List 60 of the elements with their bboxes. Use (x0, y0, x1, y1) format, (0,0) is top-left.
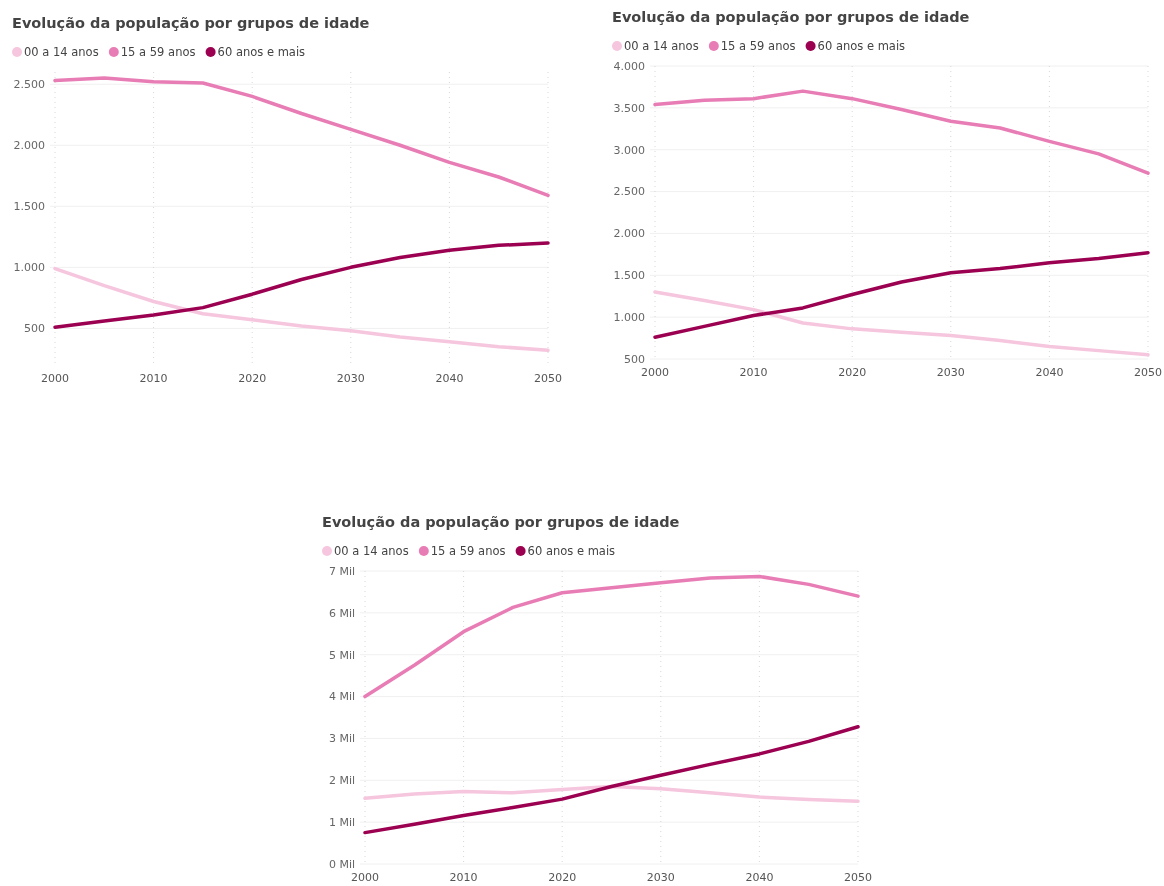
legend-label: 60 anos e mais (527, 544, 616, 558)
x-tick-label: 2000 (41, 372, 69, 385)
y-tick-label: 2 Mil (328, 774, 355, 788)
y-tick-label: 3 Mil (328, 732, 355, 746)
x-tick-label: 2020 (548, 871, 577, 884)
legend-label: 15 a 59 anos (430, 544, 506, 558)
y-tick-label: 1.000 (13, 261, 45, 275)
y-tick-label: 2.500 (13, 78, 45, 92)
line-series (363, 784, 860, 803)
y-tick-label: 2.000 (13, 139, 45, 153)
line-series (53, 241, 550, 329)
y-tick-label: 6 Mil (328, 606, 355, 620)
legend-label: 15 a 59 anos (120, 45, 196, 59)
legend-label: 00 a 14 anos (24, 45, 99, 59)
x-tick-label: 2020 (238, 372, 267, 385)
y-tick-label: 500 (24, 322, 45, 336)
chart-title: Evolução da população por grupos de idade (12, 15, 370, 31)
x-tick-label: 2010 (739, 366, 768, 379)
line-series (363, 574, 860, 699)
y-tick-label: 1 Mil (328, 815, 355, 829)
legend-label: 15 a 59 anos (720, 39, 796, 53)
line-series (653, 250, 1150, 339)
line-series (53, 266, 550, 353)
line-series (653, 89, 1150, 175)
y-tick-label: 3.500 (613, 101, 645, 115)
legend-label: 00 a 14 anos (334, 544, 409, 558)
x-tick-label: 2030 (936, 366, 965, 379)
y-tick-label: 2.500 (613, 185, 645, 199)
x-tick-label: 2010 (139, 372, 168, 385)
x-tick-label: 2000 (641, 366, 669, 379)
y-tick-label: 2.000 (613, 227, 645, 241)
x-tick-label: 2030 (646, 871, 675, 884)
x-tick-label: 2050 (1134, 366, 1162, 379)
legend-label: 00 a 14 anos (624, 39, 699, 53)
line-series (653, 290, 1150, 357)
x-tick-label: 2050 (534, 372, 562, 385)
x-tick-label: 2040 (1035, 366, 1064, 379)
y-tick-label: 4.000 (613, 59, 645, 73)
x-tick-label: 2050 (844, 871, 872, 884)
legend-label: 60 anos e mais (817, 39, 906, 53)
legend-label: 60 anos e mais (217, 45, 306, 59)
x-tick-label: 2040 (435, 372, 464, 385)
y-tick-label: 3.000 (613, 143, 645, 157)
y-tick-label: 1.000 (613, 310, 645, 324)
y-tick-label: 4 Mil (328, 690, 355, 704)
chart-title: Evolução da população por grupos de idade (322, 514, 680, 530)
y-tick-label: 1.500 (613, 269, 645, 283)
x-tick-label: 2010 (449, 871, 478, 884)
y-tick-label: 5 Mil (328, 648, 355, 662)
y-tick-label: 500 (624, 352, 645, 366)
x-tick-label: 2040 (745, 871, 774, 884)
y-tick-label: 7 Mil (328, 564, 355, 578)
x-tick-label: 2000 (351, 871, 379, 884)
line-series (53, 76, 550, 198)
chart-title: Evolução da população por grupos de idade (612, 9, 970, 25)
y-tick-label: 1.500 (13, 200, 45, 214)
x-tick-label: 2030 (336, 372, 365, 385)
line-series (363, 724, 860, 835)
x-tick-label: 2020 (838, 366, 867, 379)
y-tick-label: 0 Mil (328, 857, 355, 871)
